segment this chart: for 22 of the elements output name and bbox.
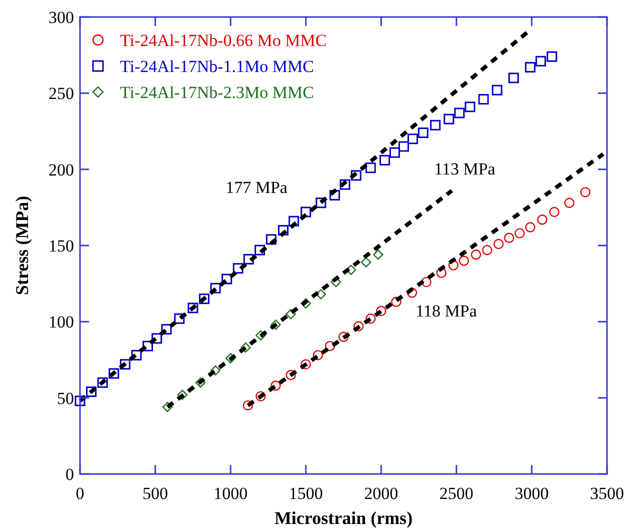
- x-tick-label: 500: [142, 484, 168, 503]
- y-tick-label: 100: [48, 312, 74, 332]
- x-axis-title: Microstrain (rms): [274, 508, 413, 528]
- y-tick-label: 0: [66, 465, 74, 484]
- annotation: 118 MPa: [416, 301, 478, 320]
- annotation: 113 MPa: [434, 160, 496, 179]
- y-tick-label: 300: [48, 8, 74, 27]
- x-tick-label: 1500: [288, 484, 323, 503]
- y-axis-title: Stress (MPa): [12, 196, 32, 296]
- y-tick-label: 200: [48, 160, 74, 180]
- y-tick-label: 50: [57, 388, 74, 408]
- annotation: 177 MPa: [226, 178, 288, 197]
- x-tick-label: 3000: [514, 484, 549, 503]
- x-tick-label: 2000: [364, 484, 398, 503]
- x-tick-label: 2500: [439, 484, 474, 503]
- legend-label: Ti-24Al-17Nb-1.1Mo MMC: [120, 57, 314, 76]
- legend-label: Ti-24Al-17Nb-2.3Mo MMC: [120, 83, 314, 102]
- x-tick-label: 1000: [214, 484, 248, 503]
- y-tick-label: 250: [48, 84, 74, 104]
- x-tick-label: 3500: [590, 484, 624, 503]
- y-tick-label: 150: [48, 236, 74, 256]
- legend-label: Ti-24Al-17Nb-0.66 Mo MMC: [120, 31, 327, 50]
